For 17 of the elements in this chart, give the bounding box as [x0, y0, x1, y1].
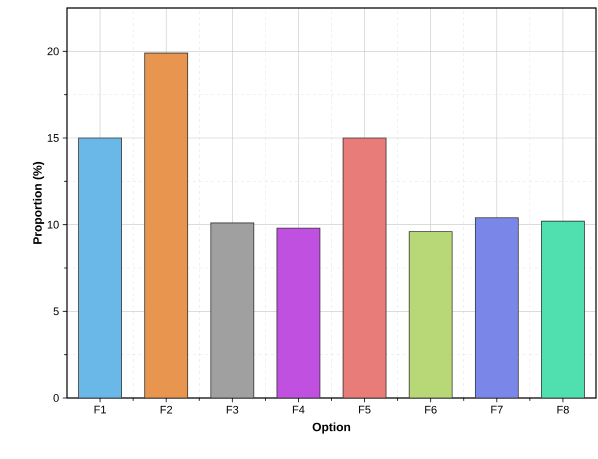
- y-tick-label: 10: [48, 220, 59, 229]
- y-tick-label: 5: [54, 308, 59, 316]
- x-tick-label: F1: [94, 406, 106, 414]
- y-tick-label: 15: [48, 134, 59, 142]
- x-tick-label: F8: [557, 406, 569, 414]
- x-tick-label: F4: [292, 406, 305, 414]
- y-tick-label: 0: [54, 394, 59, 402]
- y-tick-label: 20: [48, 47, 59, 56]
- bar: [408, 231, 453, 398]
- x-tick-label: F3: [226, 406, 238, 414]
- x-tick-label: F2: [160, 406, 172, 414]
- x-tick-label: F6: [425, 406, 437, 414]
- y-axis-title: Proportion (%): [32, 162, 44, 244]
- x-axis-title: Option: [312, 422, 350, 434]
- x-tick-label: F5: [359, 406, 371, 414]
- x-tick-label: F7: [491, 406, 503, 414]
- bar: [474, 217, 519, 398]
